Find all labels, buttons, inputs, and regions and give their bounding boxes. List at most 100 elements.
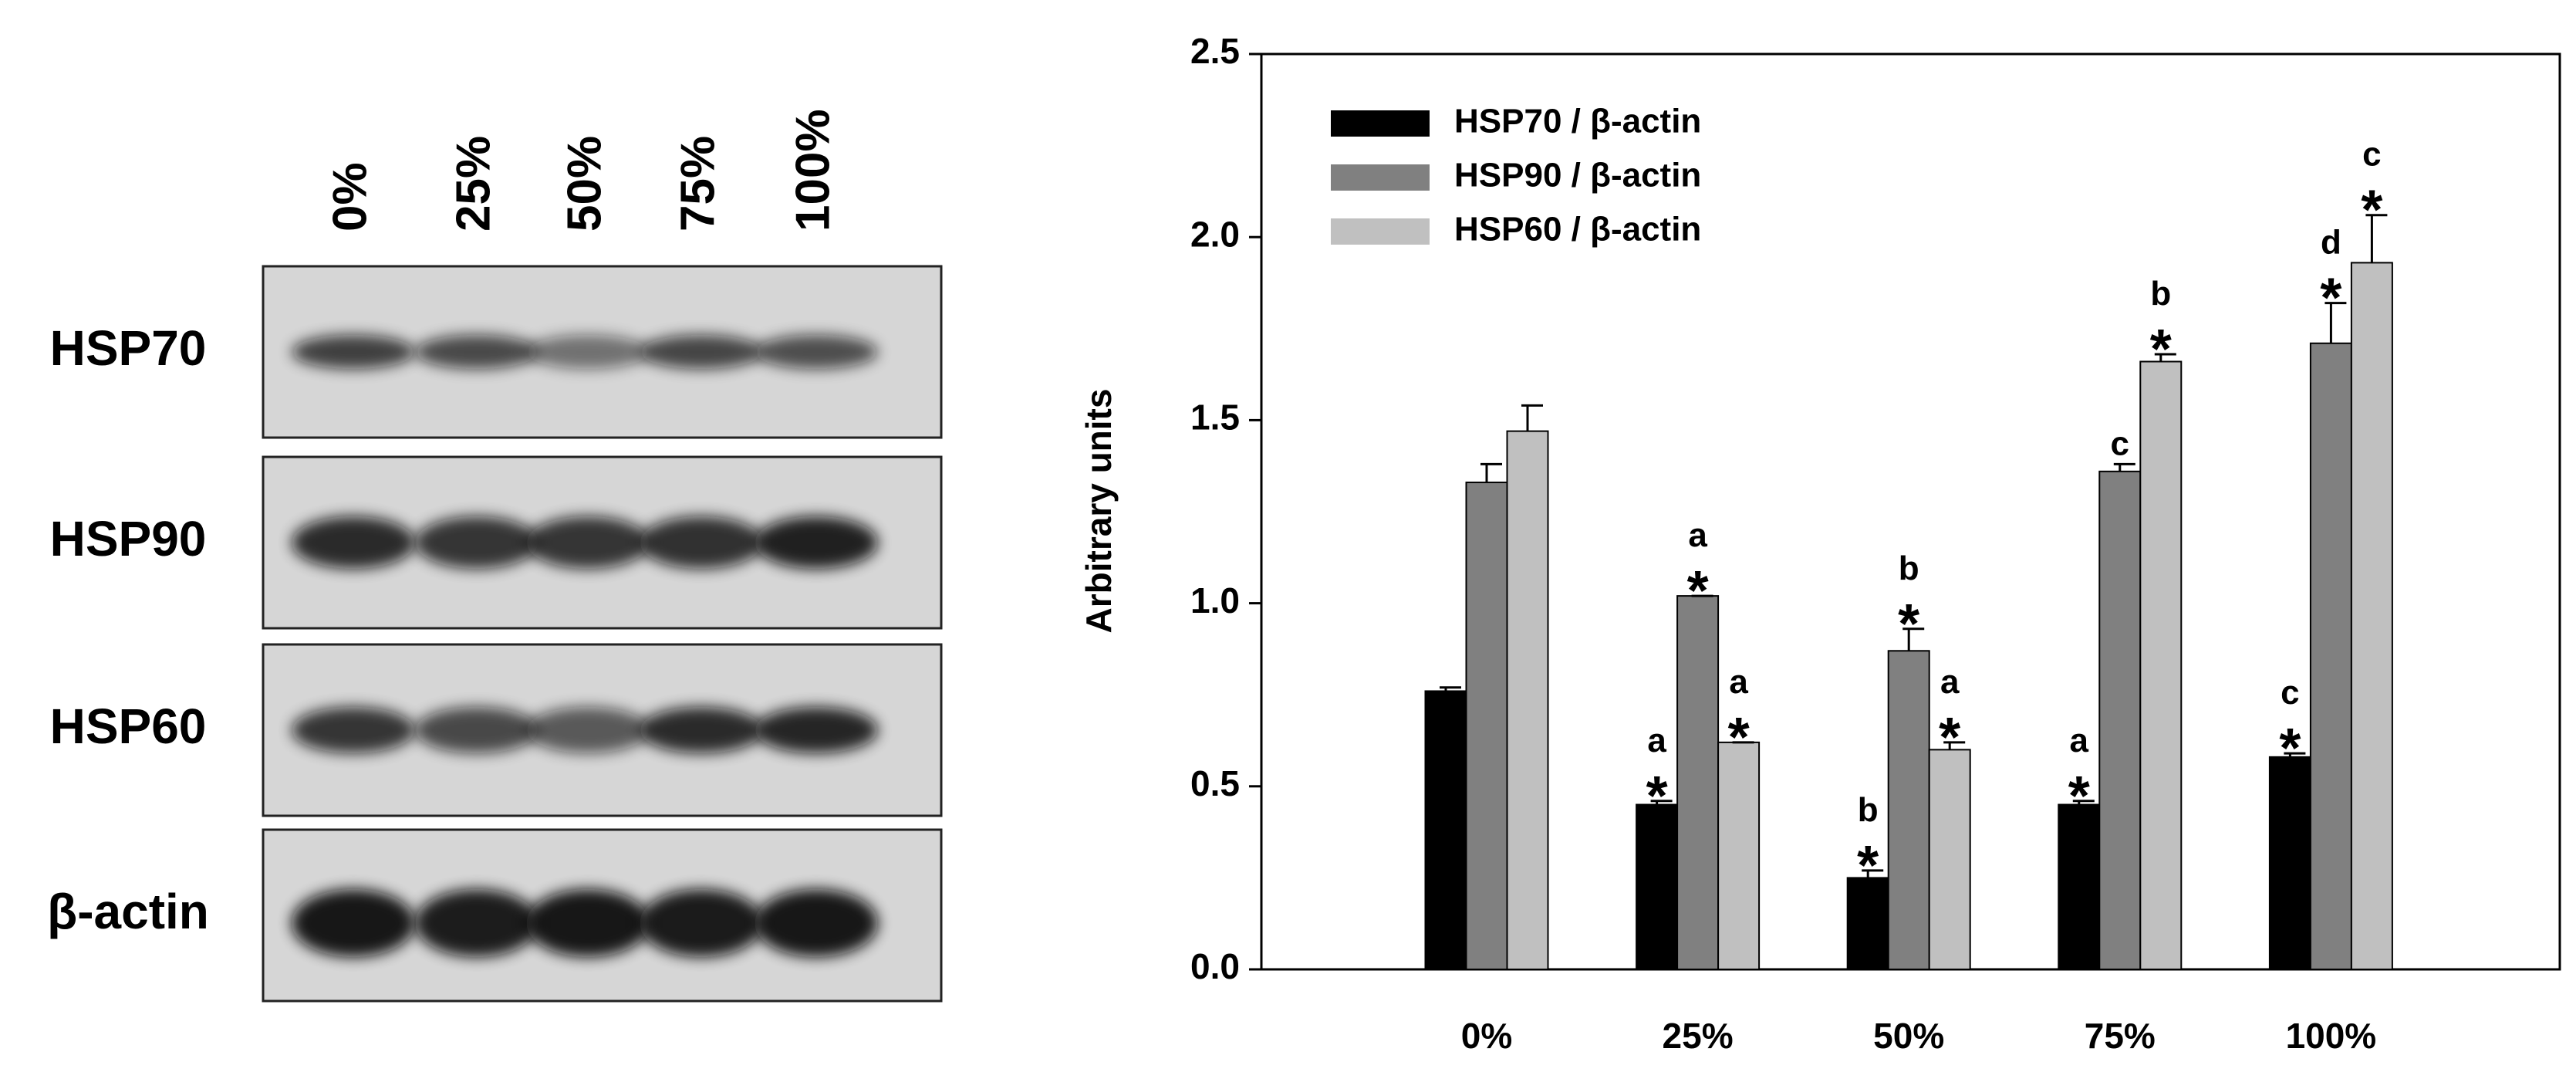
error-bar [1862, 869, 1884, 878]
significance-star: * [2279, 718, 2301, 780]
x-tick-label: 75% [2085, 1016, 2156, 1056]
blot-band [415, 335, 538, 369]
group-letter: c [2281, 674, 2299, 712]
bar [2058, 803, 2101, 971]
error-bar [2072, 800, 2095, 805]
y-tick-label: 2.0 [1190, 214, 1240, 254]
x-tick-label: 100% [2286, 1016, 2377, 1056]
error-bar [1440, 686, 1461, 692]
bar [2309, 342, 2352, 970]
significance-star: * [1857, 835, 1879, 897]
blot-band [292, 516, 415, 569]
chart: Arbitrary units 0.0 0.5 1.0 1.5 2.0 2.5 0% 25% *… [1079, 31, 2561, 1056]
bar [1887, 650, 1930, 970]
bar [1636, 803, 1679, 971]
bar [2098, 470, 2142, 970]
error-bar [1521, 404, 1543, 431]
blot-band [292, 889, 415, 957]
y-tick-label: 1.0 [1190, 580, 1240, 621]
legend-swatch [1331, 110, 1430, 137]
group-letter: c [2111, 424, 2129, 462]
blot-band [640, 889, 763, 957]
error-bar [1902, 627, 1925, 651]
legend-label: HSP70 / β-actin [1454, 103, 1701, 140]
error-bar [2365, 214, 2388, 263]
legend-label: HSP60 / β-actin [1454, 211, 1701, 249]
y-tick-label: 0.5 [1190, 763, 1240, 803]
blot-band [526, 889, 650, 957]
group-letter: a [2070, 722, 2089, 759]
lane-label: 50% [558, 136, 611, 232]
legend-swatch [1331, 164, 1430, 191]
y-tick-label: 0.0 [1190, 946, 1240, 986]
row-label: β-actin [47, 884, 209, 939]
bar [2139, 360, 2183, 971]
blot-band [526, 707, 650, 753]
blot-band [415, 889, 538, 957]
significance-star: * [2068, 766, 2090, 827]
group-letter: b [2150, 275, 2171, 313]
group-letter: b [1899, 550, 1919, 587]
significance-star: * [1898, 594, 1919, 655]
blot-band [640, 707, 763, 753]
blot-band [640, 516, 763, 569]
blot-band [292, 335, 415, 369]
group-letter: a [1940, 663, 1960, 701]
significance-star: * [1687, 560, 1709, 622]
bar [1465, 482, 1508, 970]
error-bar [2284, 752, 2306, 757]
lane-label: 25% [447, 136, 500, 232]
blot-band [415, 516, 538, 569]
blot-band [526, 516, 650, 569]
bar [2268, 756, 2311, 971]
error-bar [1943, 741, 1966, 750]
row-label: HSP90 [50, 511, 207, 566]
bar [2350, 262, 2393, 970]
group-letter: b [1858, 791, 1879, 829]
row-label: HSP60 [50, 698, 207, 754]
lane-label: 100% [786, 109, 839, 232]
error-bar [2324, 302, 2347, 343]
error-bar [1480, 462, 1502, 483]
error-bar [2113, 462, 2135, 472]
significance-star: * [1646, 766, 1668, 827]
error-bar [1650, 800, 1673, 805]
group-letter: d [2321, 224, 2341, 262]
significance-star: * [2320, 268, 2341, 330]
x-tick-label: 50% [1873, 1016, 1944, 1056]
significance-star: * [2361, 180, 2382, 242]
significance-star: * [1728, 707, 1750, 769]
blot-band [292, 707, 415, 753]
significance-star: * [1939, 707, 1960, 769]
y-axis-label: Arbitrary units [1079, 389, 1119, 634]
group-letter: a [1729, 663, 1748, 701]
bar [1717, 741, 1761, 970]
blot-band [755, 707, 878, 753]
legend-swatch [1331, 218, 1430, 245]
x-tick-label: 25% [1663, 1016, 1734, 1056]
y-tick-label: 2.5 [1190, 31, 1240, 71]
group-letter: a [1647, 722, 1666, 759]
legend-label: HSP90 / β-actin [1454, 157, 1701, 194]
blot-band [755, 335, 878, 369]
bar [1424, 690, 1467, 970]
group-letter: a [1688, 516, 1707, 554]
x-tick-label: 0% [1461, 1016, 1512, 1056]
y-tick-label: 1.5 [1190, 397, 1240, 438]
blot-band [415, 707, 538, 753]
blot-band [526, 335, 650, 369]
western-blot: 0% 25% 50% 75% 100% HSP70 HSP90 HSP60 β-actin [47, 109, 943, 1003]
error-bar [2154, 353, 2176, 362]
bar [1506, 430, 1549, 970]
blot-band [755, 889, 878, 957]
bar [1928, 749, 1971, 970]
lane-label: 75% [671, 136, 724, 232]
blot-band [755, 516, 878, 569]
bar [1676, 595, 1720, 970]
blot-band [640, 335, 763, 369]
row-label: HSP70 [50, 320, 207, 376]
lane-label: 0% [323, 162, 376, 232]
significance-star: * [2150, 319, 2172, 380]
group-letter: c [2362, 136, 2381, 174]
